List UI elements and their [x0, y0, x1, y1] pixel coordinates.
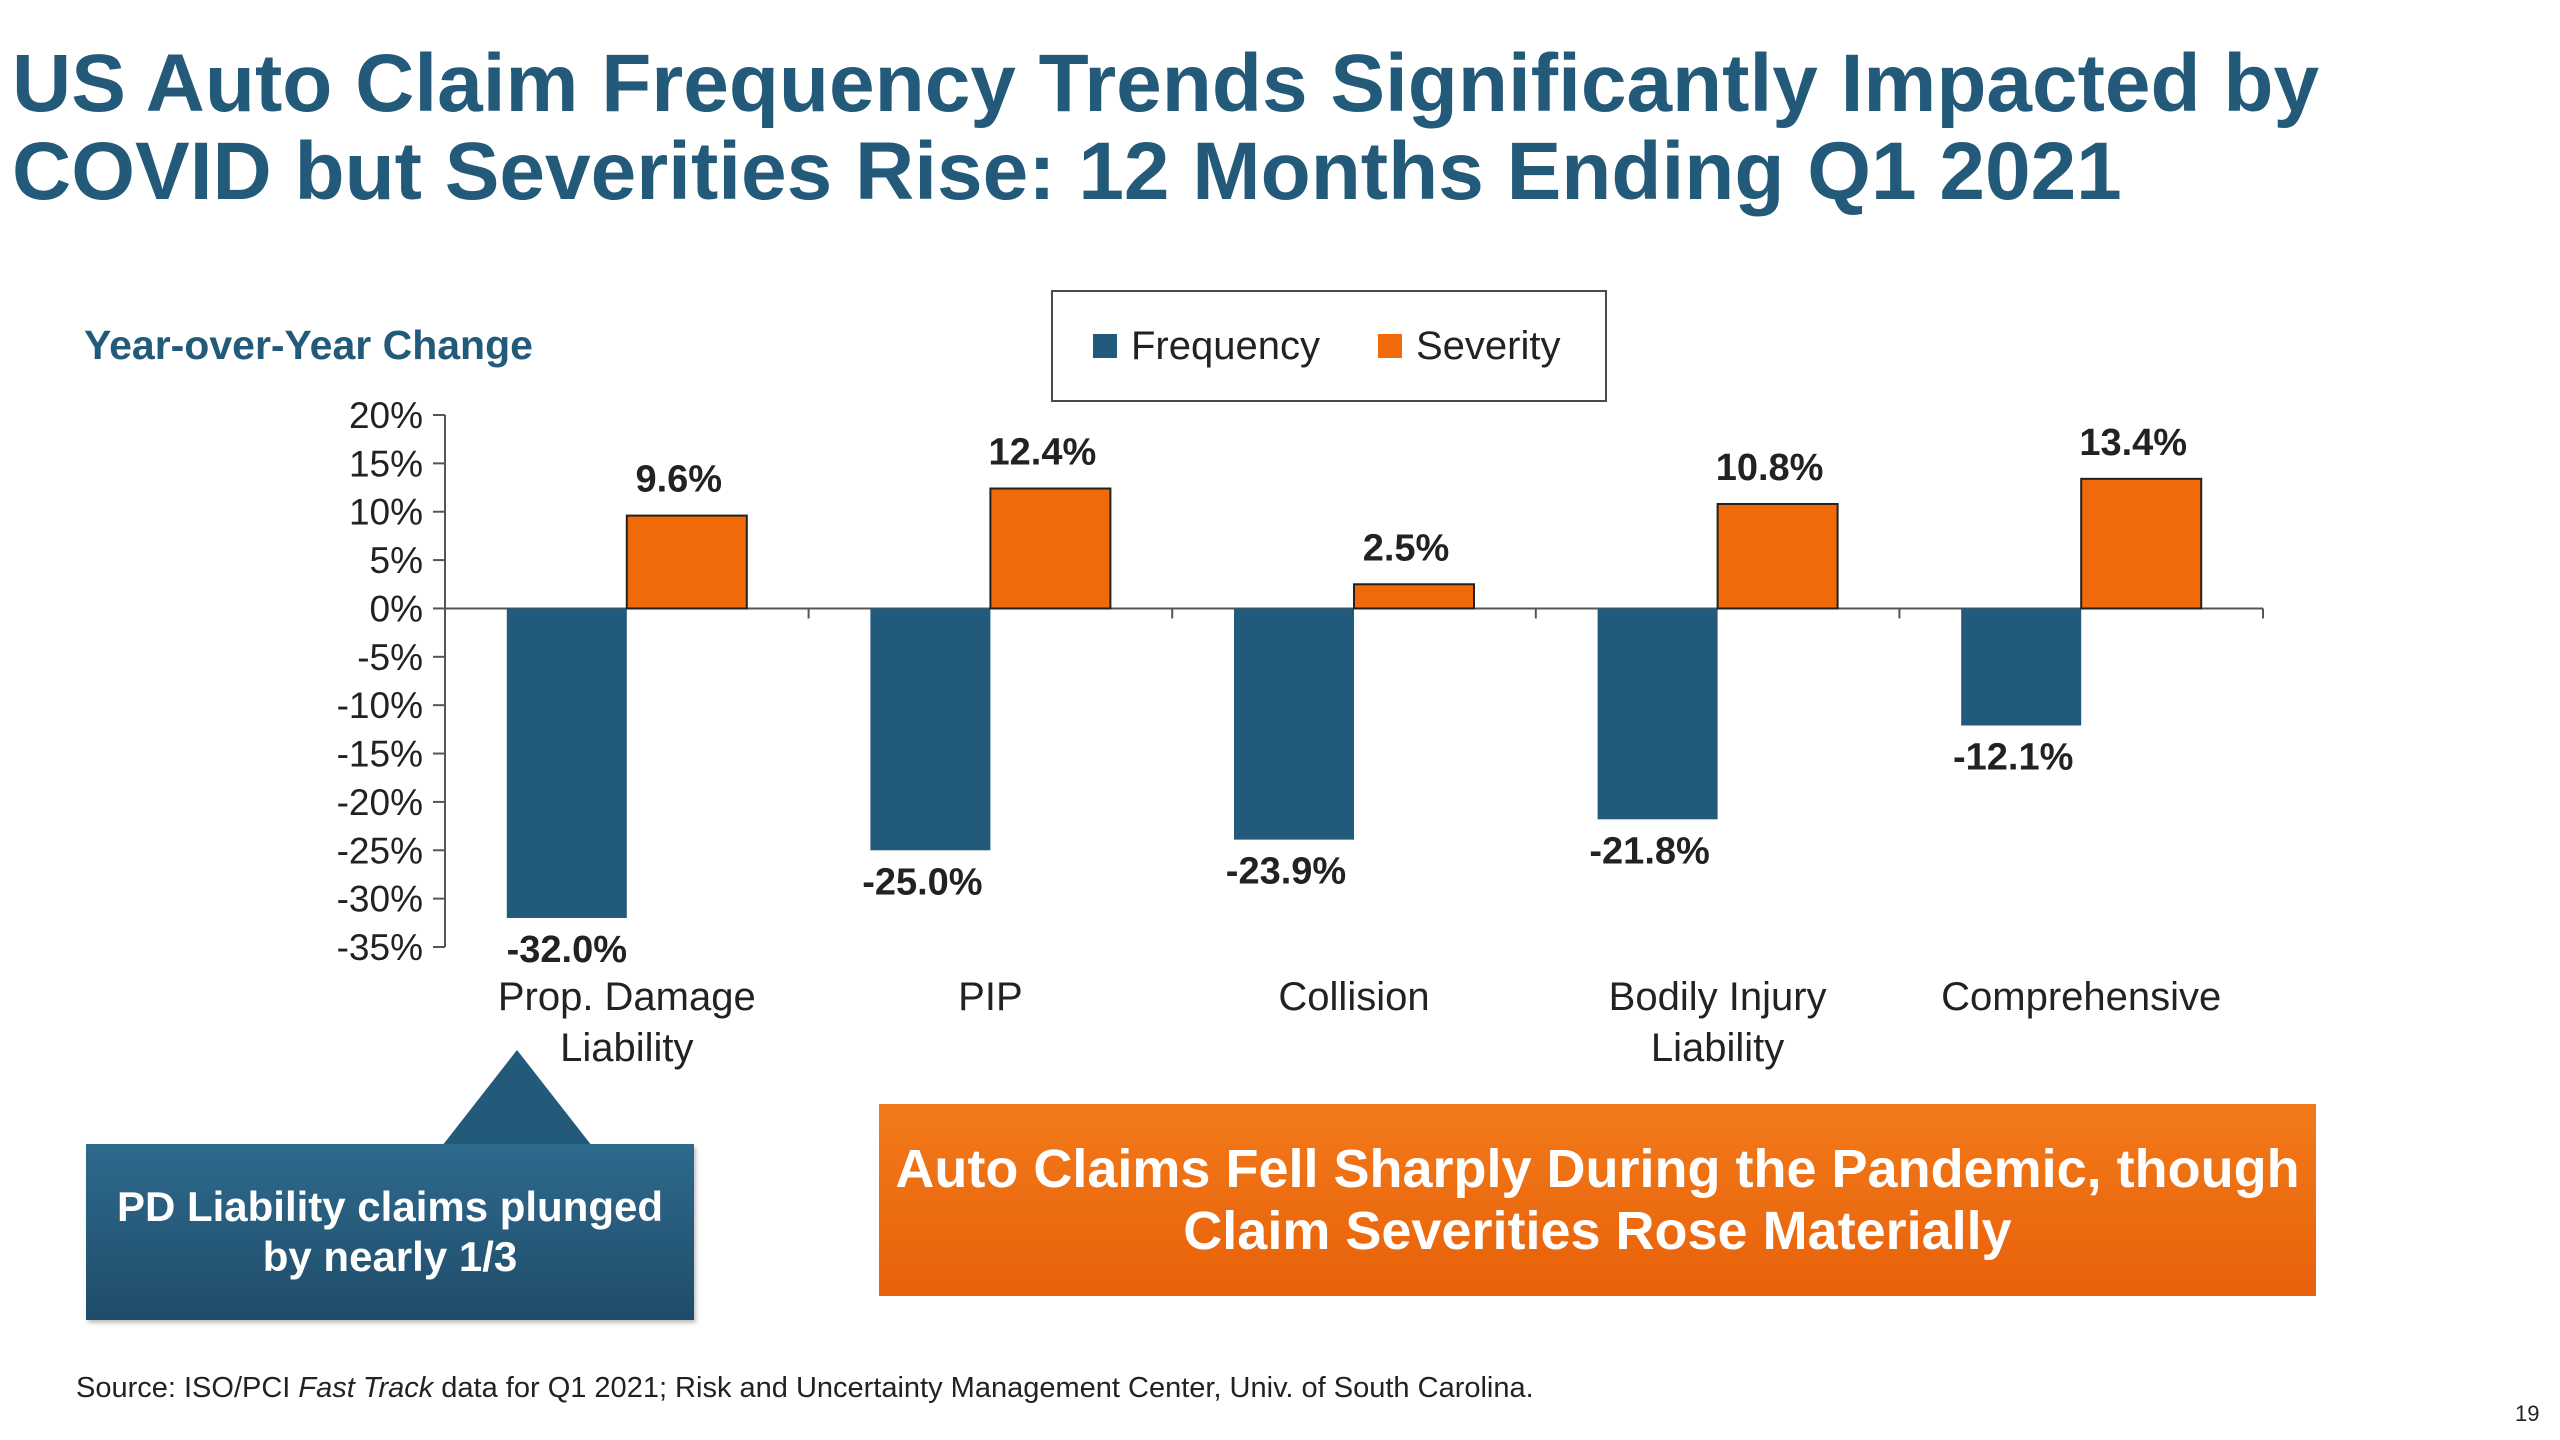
- page-title-line-2: COVID but Severities Rise: 12 Months End…: [12, 126, 2122, 217]
- y-tick-label: -15%: [337, 734, 423, 775]
- severity-value-label: 9.6%: [635, 459, 722, 501]
- frequency-value-label: -23.9%: [1226, 851, 1346, 893]
- y-tick-label: 0%: [370, 588, 423, 629]
- category-label: Prop. Damage: [498, 975, 756, 1019]
- legend-label-frequency: Frequency: [1131, 323, 1320, 368]
- summary-banner: Auto Claims Fell Sharply During the Pand…: [879, 1104, 2316, 1296]
- frequency-value-label: -12.1%: [1953, 736, 2073, 778]
- y-tick-label: -30%: [337, 879, 423, 920]
- severity-bar: [625, 514, 748, 610]
- y-tick-label: -25%: [337, 830, 423, 871]
- severity-bar: [989, 487, 1112, 610]
- legend-item-severity: Severity: [1377, 323, 1561, 369]
- bar-chart: 20% 15% 10% 5% 0% -5% -10% -15% -20% -25% -30% -35%…: [337, 395, 2264, 1070]
- category-label: Collision: [1278, 975, 1429, 1019]
- frequency-value-label: -21.8%: [1589, 830, 1709, 872]
- severity-value-label: 2.5%: [1363, 527, 1450, 569]
- callout-line-1: PD Liability claims plunged: [116, 1183, 664, 1230]
- category-label: PIP: [958, 975, 1022, 1019]
- frequency-bar: [1961, 608, 2082, 726]
- source-note: Source: ISO/PCI Fast Track data for Q1 2…: [76, 1372, 1534, 1405]
- category-label: Liability: [1651, 1026, 1784, 1070]
- y-tick-label: -20%: [337, 782, 423, 823]
- legend-swatch-severity: [1377, 334, 1402, 358]
- severity-bar: [2080, 477, 2203, 610]
- y-axis-title: Year-over-Year Change: [84, 322, 533, 368]
- category-label: Comprehensive: [1941, 975, 2221, 1019]
- severity-value-label: 10.8%: [1716, 447, 1824, 489]
- severity-bar: [1353, 583, 1475, 610]
- banner-line-2: Claim Severities Rose Materially: [1183, 1201, 2012, 1261]
- legend-swatch-frequency: [1093, 334, 1117, 358]
- y-tick-label: 15%: [349, 443, 423, 484]
- source-suffix: data for Q1 2021; Risk and Uncertainty M…: [433, 1372, 1534, 1404]
- frequency-bar: [870, 608, 991, 851]
- frequency-bar: [1234, 608, 1354, 840]
- y-tick-label: 5%: [370, 540, 423, 581]
- y-tick-label: 20%: [349, 395, 423, 436]
- frequency-bar: [506, 608, 627, 918]
- page-number: 19: [2515, 1401, 2540, 1426]
- page-title-line-1: US Auto Claim Frequency Trends Significa…: [12, 38, 2320, 129]
- frequency-bar: [1597, 608, 1718, 820]
- category-label: Bodily Injury: [1609, 975, 1827, 1019]
- callout-line-2: by nearly 1/3: [262, 1233, 518, 1280]
- chart-legend: Frequency Severity: [1051, 290, 1607, 402]
- y-tick-label: -5%: [357, 637, 423, 678]
- legend-label-severity: Severity: [1415, 323, 1561, 368]
- severity-bar: [1716, 502, 1839, 610]
- y-tick-label: -10%: [337, 685, 423, 726]
- frequency-value-label: -25.0%: [862, 861, 982, 903]
- frequency-value-label: -32.0%: [507, 929, 627, 971]
- category-label: Liability: [560, 1026, 693, 1070]
- y-tick-label: 10%: [349, 492, 423, 533]
- page-title: US Auto Claim Frequency Trends Significa…: [12, 40, 2412, 216]
- banner-line-1: Auto Claims Fell Sharply During the Pand…: [895, 1139, 2300, 1199]
- source-prefix: Source: ISO/PCI: [76, 1372, 299, 1404]
- pd-liability-callout: PD Liability claims plunged by nearly 1/…: [86, 1144, 694, 1320]
- source-italic: Fast Track: [298, 1372, 434, 1404]
- legend-item-frequency: Frequency: [1093, 324, 1320, 369]
- y-tick-label: -35%: [337, 927, 423, 968]
- severity-value-label: 12.4%: [989, 432, 1097, 474]
- severity-value-label: 13.4%: [2079, 422, 2187, 464]
